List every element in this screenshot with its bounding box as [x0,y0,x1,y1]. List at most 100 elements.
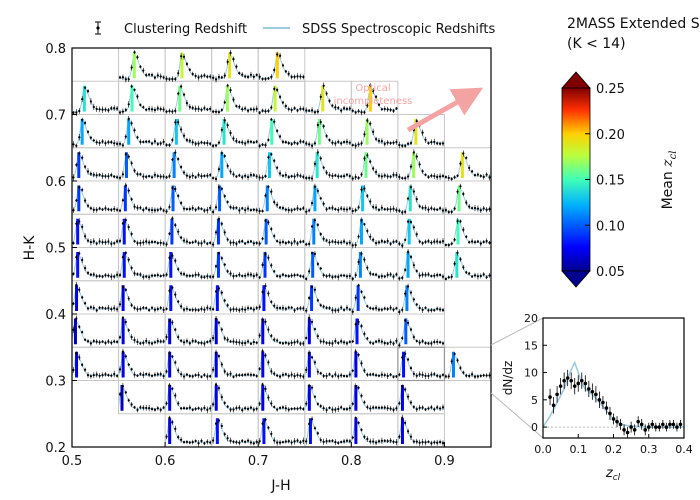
cell-point [281,273,285,276]
cell-point [348,141,351,144]
cell-point [473,375,477,378]
cell-point [246,109,250,112]
cell-point [255,440,258,443]
cell-point [136,136,139,139]
cell-point [337,309,340,312]
cell-point [246,306,250,310]
cell-point [249,307,253,310]
cell-point [357,143,360,146]
cell-point [372,307,375,310]
color-cell [164,247,213,282]
cell-point [337,175,340,178]
cell-point [342,208,346,211]
cell-point [214,206,218,209]
cell-point [89,306,93,309]
inset-connector-bottom [490,392,544,439]
color-cell [397,313,445,349]
cell-point [383,439,386,442]
cell-point [296,439,299,442]
cell-point [441,174,445,178]
cell-point [313,328,317,331]
cell-point [337,140,340,143]
cell-point [168,109,171,113]
cell-point [273,201,276,204]
cell-point [261,263,264,266]
cell-point [305,176,308,180]
cell-point [223,119,226,122]
cell-point [197,309,200,312]
cell-point [104,142,107,145]
cell-point [249,240,253,243]
cell-point [191,106,194,109]
cell-point [136,272,139,276]
cell-point [310,386,314,389]
cell-point [72,328,75,331]
cell-point [130,162,133,165]
cell-point [86,170,90,173]
cell-point [182,341,186,344]
cell-point [273,68,276,72]
cell-point [214,231,218,234]
cell-point [226,338,229,341]
cell-point [104,307,107,310]
color-cell [164,114,213,149]
cell-point [325,208,328,211]
inset-x-tick-label: 0.3 [640,443,658,456]
cell-point [372,89,375,92]
cell-point [465,201,468,204]
inset-point [664,425,669,429]
cell-point [226,304,229,307]
color-cell [350,213,399,249]
cell-point [276,374,279,377]
cell-point [232,173,235,176]
cell-point [203,342,206,345]
color-cell [71,80,120,116]
cell-point [360,362,363,365]
cell-point [159,241,162,244]
color-cell [164,147,213,182]
cell-point [191,141,194,144]
cell-point [267,292,270,295]
cell-point [328,138,331,142]
cell-point [261,318,264,322]
cell-point [441,275,445,278]
color-cell [118,80,166,116]
cell-point [456,359,459,362]
cell-point [325,134,328,138]
cell-point [354,273,357,277]
cell-point [118,209,122,212]
cell-point [191,72,194,76]
cell-point [302,75,305,79]
cell-point [308,143,311,146]
cell-point [255,341,258,344]
cell-point [89,375,93,378]
color-cell [164,346,213,381]
cell-point [246,439,250,442]
cell-point [185,138,189,142]
cell-point [436,441,439,444]
cell-point [217,186,221,189]
x-tick-label: 0.7 [248,454,269,469]
cell-point [174,187,177,191]
cell-point [261,422,264,425]
cell-point [281,101,285,104]
cell-point [130,403,133,406]
cell-point [72,111,75,114]
inset-x-axis: 0.0 0.1 0.2 0.3 0.4 [534,434,693,456]
cell-point [325,439,328,443]
cell-point [433,340,436,344]
cell-point [392,173,395,176]
cell-point [220,363,223,366]
cell-point [334,174,337,177]
cell-point [258,306,261,309]
cell-point [89,172,93,175]
cell-point [98,274,101,278]
cell-point [203,276,206,279]
color-cell [443,213,492,248]
cell-point [168,144,171,147]
cell-point [415,408,418,411]
cell-point [398,175,401,178]
cell-point [148,341,151,344]
cell-point [165,77,168,80]
